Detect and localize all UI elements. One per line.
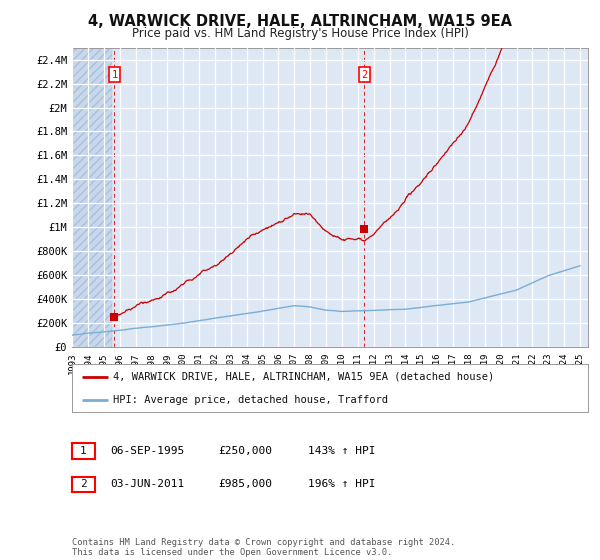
Text: 1: 1 bbox=[80, 446, 87, 456]
Text: Price paid vs. HM Land Registry's House Price Index (HPI): Price paid vs. HM Land Registry's House … bbox=[131, 27, 469, 40]
Text: 4, WARWICK DRIVE, HALE, ALTRINCHAM, WA15 9EA: 4, WARWICK DRIVE, HALE, ALTRINCHAM, WA15… bbox=[88, 14, 512, 29]
Text: £250,000: £250,000 bbox=[218, 446, 272, 456]
Text: 03-JUN-2011: 03-JUN-2011 bbox=[110, 479, 184, 489]
Text: £985,000: £985,000 bbox=[218, 479, 272, 489]
Text: 2: 2 bbox=[361, 69, 368, 80]
Text: 143% ↑ HPI: 143% ↑ HPI bbox=[308, 446, 376, 456]
Text: 1: 1 bbox=[111, 69, 118, 80]
Text: Contains HM Land Registry data © Crown copyright and database right 2024.
This d: Contains HM Land Registry data © Crown c… bbox=[72, 538, 455, 557]
Text: 2: 2 bbox=[80, 479, 87, 489]
Text: 4, WARWICK DRIVE, HALE, ALTRINCHAM, WA15 9EA (detached house): 4, WARWICK DRIVE, HALE, ALTRINCHAM, WA15… bbox=[113, 372, 494, 382]
Text: 06-SEP-1995: 06-SEP-1995 bbox=[110, 446, 184, 456]
Text: 196% ↑ HPI: 196% ↑ HPI bbox=[308, 479, 376, 489]
Text: HPI: Average price, detached house, Trafford: HPI: Average price, detached house, Traf… bbox=[113, 395, 388, 405]
